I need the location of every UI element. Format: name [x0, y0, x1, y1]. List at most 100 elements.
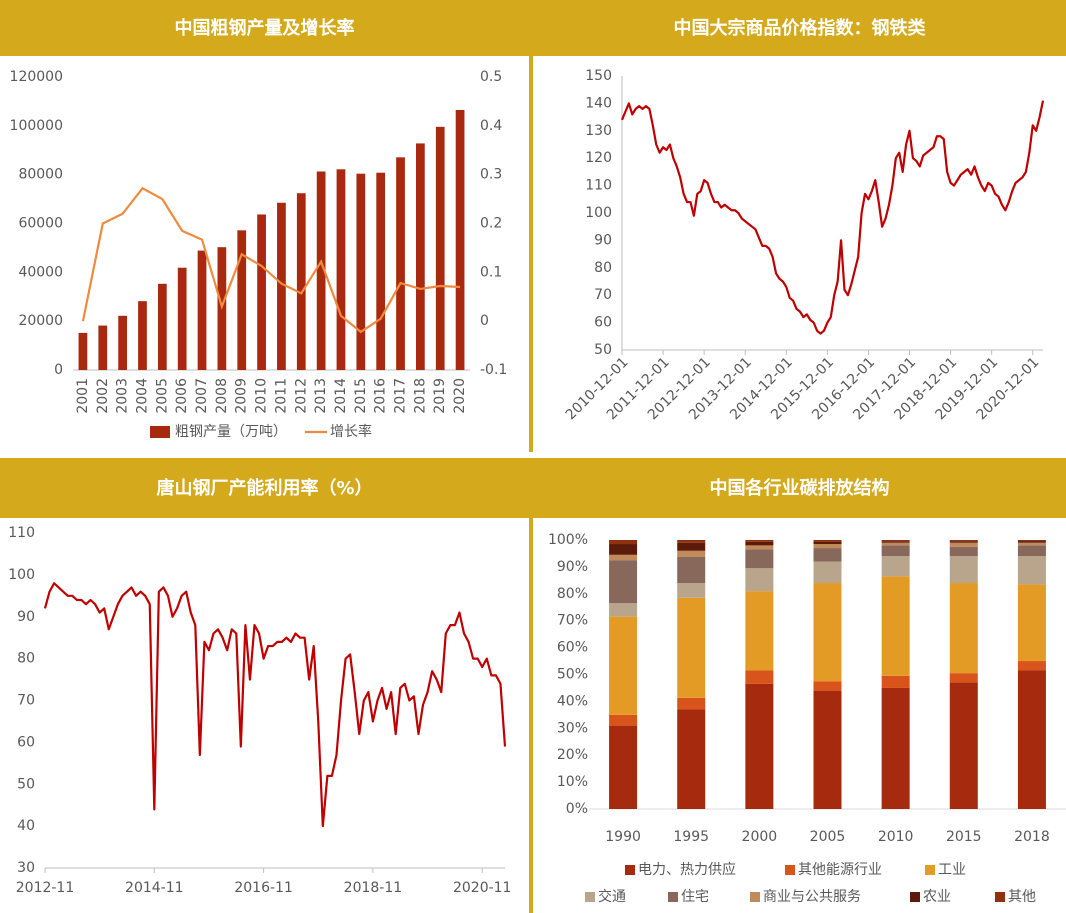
bar: [98, 325, 108, 370]
bar-segment: [745, 549, 774, 569]
bar: [376, 172, 386, 370]
y-tick-label: 100000: [10, 118, 63, 134]
bar-segment: [949, 556, 978, 584]
legend-label: 交通: [598, 888, 626, 905]
bar: [455, 109, 465, 371]
x-tick-label: 2005: [810, 829, 846, 845]
bar-segment: [1017, 556, 1046, 585]
x-tick-label: 2003: [115, 378, 131, 414]
bar: [78, 332, 88, 370]
x-tick-label: 2002: [95, 378, 111, 414]
y-tick-label: 120: [585, 150, 612, 166]
legend-swatch: [910, 892, 920, 902]
legend-label: 农业: [923, 889, 951, 905]
bar-segment: [1017, 584, 1046, 662]
bar-segment: [881, 675, 910, 688]
legend-swatch: [995, 892, 1005, 902]
bar-segment: [677, 597, 706, 698]
y-tick-label: 70: [17, 693, 35, 709]
x-tick-label: 2016: [373, 378, 389, 414]
bar-segment: [881, 556, 910, 577]
bar-segment: [813, 548, 842, 562]
bar-segment: [949, 542, 978, 547]
x-tick-label: 2020-11: [453, 880, 512, 896]
line: [620, 100, 1045, 335]
x-tick-label: 2013: [313, 378, 329, 414]
y-tick-label: 0.1: [480, 264, 502, 280]
line: [43, 582, 507, 828]
bar-segment: [813, 541, 842, 545]
y-tick-label: 70%: [557, 613, 588, 629]
bar: [435, 126, 445, 370]
y-tick-label: 0: [480, 313, 489, 329]
bar-segment: [813, 540, 842, 542]
bar-segment: [609, 616, 638, 715]
y-tick-label: 50%: [557, 667, 588, 683]
y-tick-label: 40: [17, 818, 35, 834]
y-tick-label: 0.2: [480, 216, 502, 232]
bar-segment: [881, 540, 910, 542]
bar-segment: [609, 540, 638, 545]
bar-segment: [1017, 545, 1046, 557]
bar-segment: [813, 690, 842, 809]
y-tick-label: 30: [17, 860, 35, 876]
y-tick-label: 100: [8, 567, 35, 583]
bar: [277, 202, 286, 370]
x-tick-label: 2008: [214, 378, 230, 414]
legend-label: 其他: [1008, 889, 1036, 905]
bar: [257, 214, 266, 370]
bar: [316, 171, 326, 370]
legend-swatch: [585, 892, 595, 902]
y-tick-label: 0: [54, 362, 63, 378]
y-tick-label: 60%: [557, 640, 588, 656]
x-tick-label: 2001: [75, 378, 91, 414]
bar-segment: [677, 542, 706, 551]
bar-segment: [1017, 661, 1046, 671]
bar-segment: [881, 576, 910, 676]
bar-segment: [745, 568, 774, 592]
bar-segment: [677, 697, 706, 710]
y-tick-label: 130: [585, 123, 612, 139]
bar-segment: [609, 544, 638, 555]
bar-segment: [813, 681, 842, 691]
line: [81, 186, 461, 334]
y-tick-label: 80000: [18, 167, 63, 183]
y-tick-label: 90: [17, 609, 35, 625]
chart-title: 中国粗钢产量及增长率: [175, 17, 355, 39]
bar-segment: [745, 670, 774, 684]
legend-label: 增长率: [330, 423, 372, 440]
bar-segment: [949, 541, 978, 543]
x-tick-label: 2010: [254, 378, 270, 414]
bar: [237, 230, 247, 370]
bar-segment: [1017, 542, 1046, 546]
y-tick-label: 110: [8, 525, 35, 541]
y-tick-label: 60000: [18, 216, 63, 232]
x-tick-label: 2005: [154, 378, 170, 414]
bar-segment: [1017, 540, 1046, 542]
bar-segment: [881, 542, 910, 546]
x-tick-label: 2020: [452, 378, 468, 414]
x-tick-label: 2011: [273, 378, 289, 414]
chart-title: 唐山钢厂产能利用率（%）: [156, 477, 372, 499]
y-tick-label: 10%: [557, 774, 588, 790]
x-tick-label: 2018: [412, 378, 428, 414]
bar-segment: [745, 540, 774, 542]
legend-swatch: [785, 865, 795, 875]
legend-swatch: [150, 426, 170, 438]
bar-segment: [949, 540, 978, 542]
bar: [396, 157, 405, 370]
x-tick-label: 2016-11: [234, 880, 293, 896]
legend-swatch: [750, 892, 760, 902]
legend-label: 住宅: [681, 889, 709, 905]
bar-segment: [745, 541, 774, 546]
bar-segment: [677, 540, 706, 543]
bar-segment: [813, 561, 842, 584]
x-tick-label: 2012: [293, 378, 309, 414]
bar-segment: [745, 591, 774, 671]
bar-segment: [677, 556, 706, 584]
bar: [416, 143, 425, 370]
x-tick-label: 1990: [605, 829, 641, 845]
bar-segment: [677, 550, 706, 557]
chart-title: 中国各行业碳排放结构: [710, 477, 890, 499]
bar: [157, 283, 167, 370]
